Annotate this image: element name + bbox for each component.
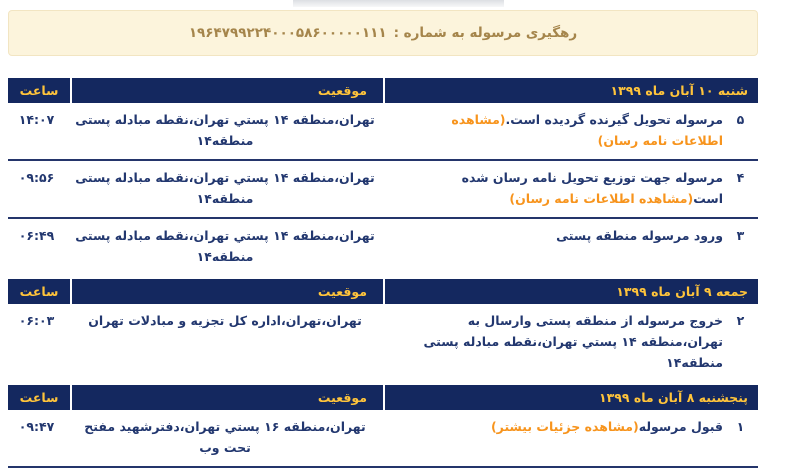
- time-column-header: ساعت: [8, 279, 70, 304]
- status-cell: مرسوله تحویل گیرنده گردیده است.(مشاهده ا…: [385, 109, 723, 151]
- location-column-header: موقعیت: [72, 279, 383, 304]
- time-column-header: ساعت: [8, 78, 70, 103]
- status-text: خروج مرسوله از منطقه پستی وارسال به تهرا…: [423, 313, 723, 370]
- section-date-header: شنبه ۱۰ آبان ماه ۱۳۹۹: [385, 78, 758, 103]
- tracking-page: رهگیری مرسوله به شماره : ۱۹۶۴۷۹۹۲۲۴۰۰۰۵۸…: [8, 10, 758, 468]
- status-details-link[interactable]: (مشاهده اطلاعات نامه رسان): [509, 191, 694, 206]
- section-header-row: پنجشنبه ۸ آبان ماه ۱۳۹۹ موقعیت ساعت: [8, 385, 758, 410]
- tracking-section: پنجشنبه ۸ آبان ماه ۱۳۹۹ موقعیت ساعت ۱ قبول م…: [8, 385, 758, 466]
- tracking-table: شنبه ۱۰ آبان ماه ۱۳۹۹ موقعیت ساعت ۵ مرسوله ت…: [8, 78, 758, 466]
- table-row: ۴ مرسوله جهت توزیع تحویل نامه رسان شده اس…: [8, 159, 758, 217]
- row-number: ۲: [736, 313, 745, 328]
- location-column-header: موقعیت: [72, 78, 383, 103]
- status-text: قبول مرسوله: [638, 419, 723, 434]
- status-details-link[interactable]: (مشاهده جزئیات بیشتر): [490, 419, 639, 434]
- table-row: ۳ ورود مرسوله منطقه پستی تهران،منطقه ۱۴ پس…: [8, 217, 758, 275]
- table-row: ۲ خروج مرسوله از منطقه پستی وارسال به تهر…: [8, 304, 758, 381]
- time-text: ۰۶:۰۳: [18, 313, 55, 328]
- tracking-section: شنبه ۱۰ آبان ماه ۱۳۹۹ موقعیت ساعت ۵ مرسوله ت…: [8, 78, 758, 275]
- location-text: تهران،منطقه ۱۴ پستي تهران،نقطه مبادله پس…: [75, 228, 375, 264]
- time-text: ۰۹:۴۷: [18, 419, 55, 434]
- location-text: تهران،منطقه ۱۴ پستي تهران،نقطه مبادله پس…: [75, 170, 375, 206]
- row-number: ۱: [736, 419, 745, 434]
- status-cell: مرسوله جهت توزیع تحویل نامه رسان شده است…: [385, 167, 723, 209]
- status-cell: ورود مرسوله منطقه پستی: [385, 225, 723, 267]
- status-cell: خروج مرسوله از منطقه پستی وارسال به تهرا…: [385, 310, 723, 373]
- status-text: ورود مرسوله منطقه پستی: [556, 228, 723, 243]
- tracking-banner: رهگیری مرسوله به شماره : ۱۹۶۴۷۹۹۲۲۴۰۰۰۵۸…: [8, 10, 758, 56]
- row-number: ۳: [736, 228, 745, 243]
- section-header-row: شنبه ۱۰ آبان ماه ۱۳۹۹ موقعیت ساعت: [8, 78, 758, 103]
- time-column-header: ساعت: [8, 385, 70, 410]
- status-details-link[interactable]: (مشاهده اطلاعات نامه رسان): [451, 112, 723, 148]
- tracking-section: جمعه ۹ آبان ماه ۱۳۹۹ موقعیت ساعت ۲ خروج مرسو…: [8, 279, 758, 381]
- tracking-banner-label: رهگیری مرسوله به شماره :: [393, 25, 578, 41]
- top-edge-shadow: [293, 0, 504, 7]
- row-number: ۵: [736, 112, 745, 127]
- section-date-header: جمعه ۹ آبان ماه ۱۳۹۹: [385, 279, 758, 304]
- location-text: تهران،منطقه ۱۶ پستي تهران،دفترشهید مفتح …: [84, 419, 366, 455]
- status-text: مرسوله جهت توزیع تحویل نامه رسان شده است: [461, 170, 723, 206]
- table-row: ۱ قبول مرسوله(مشاهده جزئیات بیشتر) تهران،م…: [8, 410, 758, 466]
- section-date-header: پنجشنبه ۸ آبان ماه ۱۳۹۹: [385, 385, 758, 410]
- time-text: ۰۶:۴۹: [18, 228, 55, 243]
- tracking-number: ۱۹۶۴۷۹۹۲۲۴۰۰۰۵۸۶۰۰۰۰۰۱۱۱: [188, 25, 387, 41]
- location-text: تهران،تهران،اداره کل تجزیه و مبادلات تهر…: [88, 313, 362, 328]
- location-column-header: موقعیت: [72, 385, 383, 410]
- time-text: ۱۴:۰۷: [18, 112, 55, 127]
- section-header-row: جمعه ۹ آبان ماه ۱۳۹۹ موقعیت ساعت: [8, 279, 758, 304]
- location-text: تهران،منطقه ۱۴ پستي تهران،نقطه مبادله پس…: [75, 112, 375, 148]
- table-row: ۵ مرسوله تحویل گیرنده گردیده است.(مشاهده …: [8, 103, 758, 159]
- time-text: ۰۹:۵۶: [18, 170, 55, 185]
- status-cell: قبول مرسوله(مشاهده جزئیات بیشتر): [385, 416, 723, 458]
- row-number: ۴: [736, 170, 745, 185]
- status-text: مرسوله تحویل گیرنده گردیده است.: [505, 112, 723, 127]
